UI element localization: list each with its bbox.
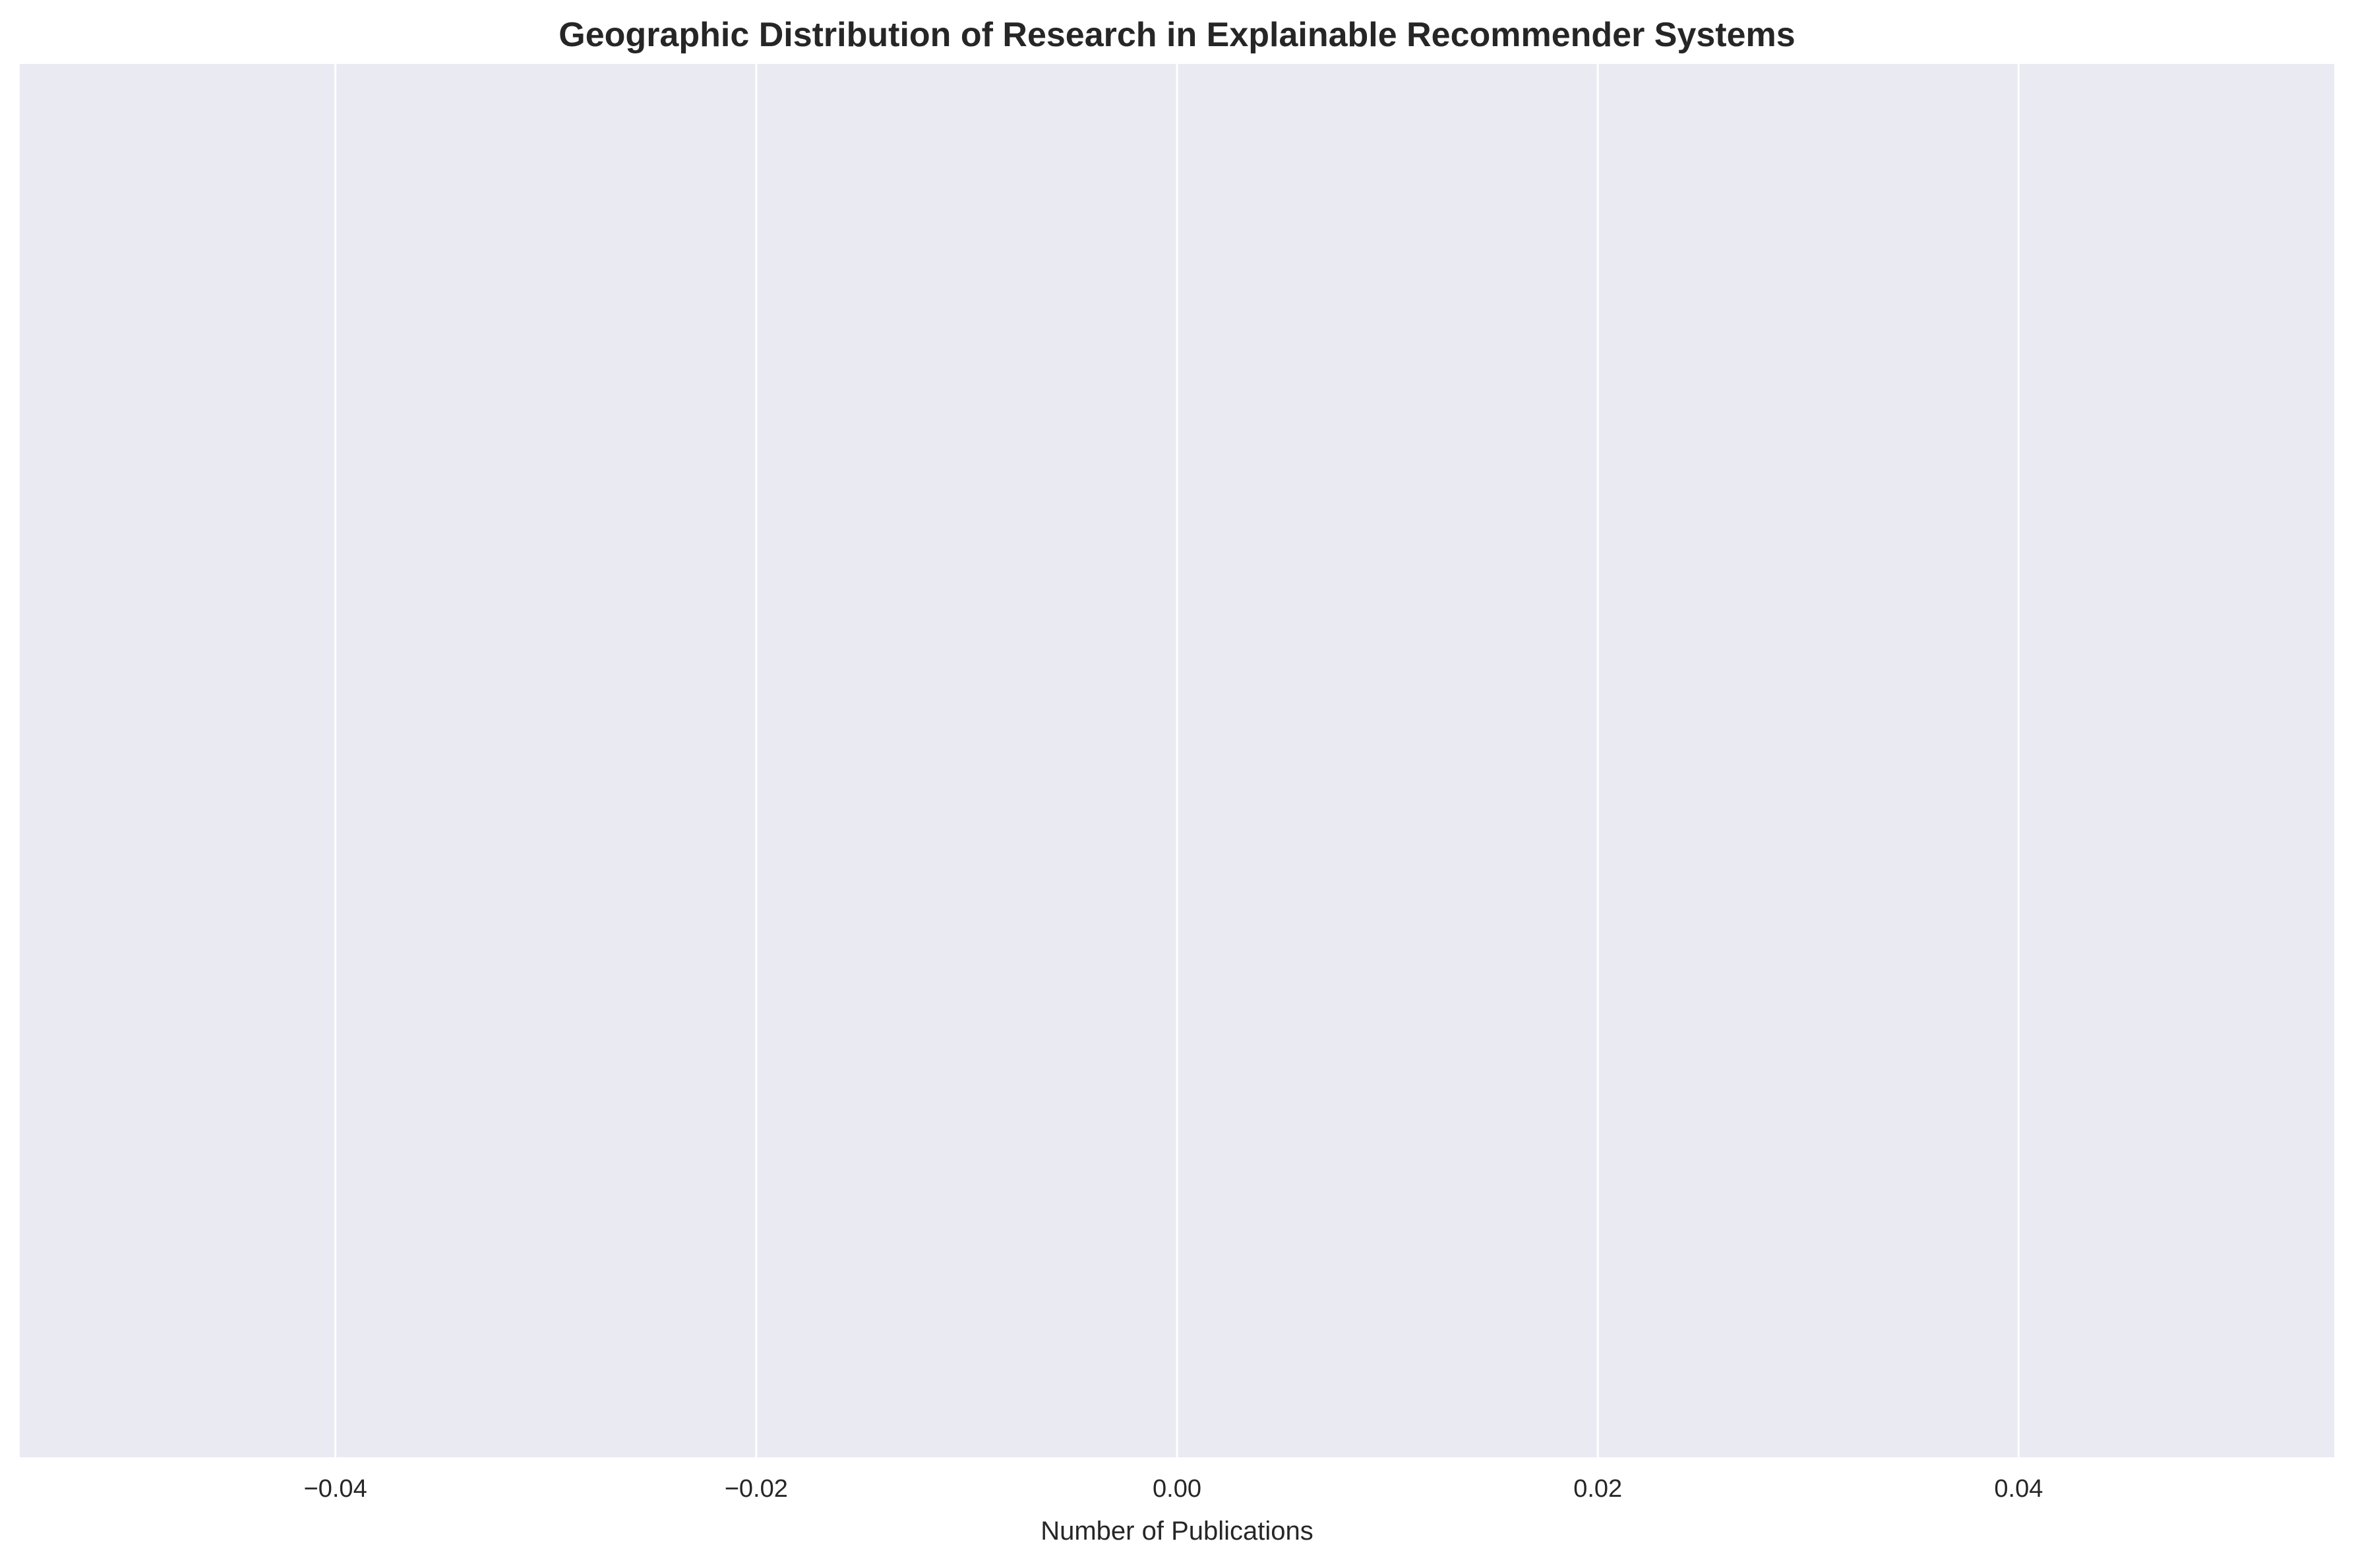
x-tick-label: −0.04	[304, 1475, 367, 1503]
x-axis-label: Number of Publications	[1041, 1517, 1313, 1546]
grid-lines	[334, 64, 2020, 1457]
x-tick-label: 0.04	[1994, 1475, 2043, 1503]
chart-title: Geographic Distribution of Research in E…	[558, 16, 1795, 54]
x-tick-label: 0.00	[1153, 1475, 1201, 1503]
x-tick-label: −0.02	[725, 1475, 788, 1503]
x-tick-labels: −0.04 −0.02 0.00 0.02 0.04	[304, 1475, 2043, 1503]
x-tick-label: 0.02	[1573, 1475, 1622, 1503]
